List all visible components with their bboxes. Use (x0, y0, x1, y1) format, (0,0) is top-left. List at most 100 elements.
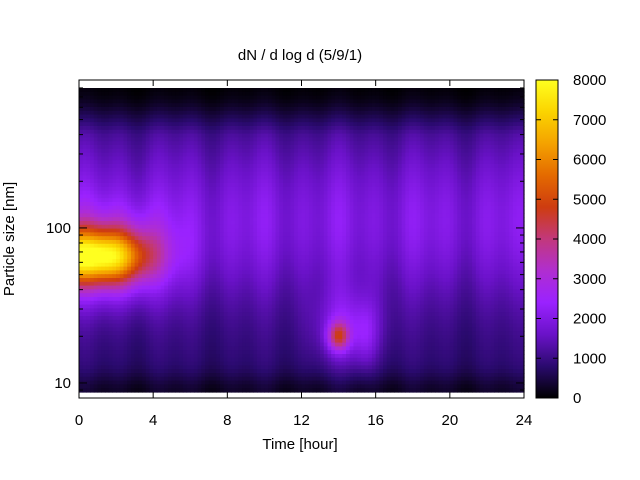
heatmap-cell (271, 171, 277, 176)
heatmap-cell (423, 217, 429, 222)
heatmap-cell (401, 103, 406, 108)
heatmap-cell (423, 107, 429, 112)
heatmap-cell (82, 145, 88, 150)
heatmap-cell (90, 228, 95, 233)
heatmap-cell (253, 243, 258, 249)
heatmap-cell (242, 129, 247, 135)
heatmap-cell (160, 213, 165, 218)
heatmap-cell (479, 205, 484, 211)
heatmap-cell (460, 171, 466, 176)
heatmap-cell (412, 133, 418, 138)
heatmap-cell (205, 152, 210, 157)
heatmap-cell (290, 152, 295, 157)
heatmap-cell (260, 186, 266, 192)
heatmap-cell (379, 107, 384, 112)
heatmap-cell (179, 126, 184, 131)
heatmap-cell (175, 126, 180, 131)
heatmap-cell (460, 217, 466, 222)
heatmap-cell (286, 179, 291, 184)
heatmap-cell (294, 118, 299, 123)
heatmap-cell (138, 175, 143, 180)
heatmap-cell (360, 133, 366, 138)
heatmap-cell (427, 232, 432, 237)
heatmap-cell (412, 137, 418, 142)
heatmap-cell (182, 224, 188, 230)
heatmap-cell (212, 205, 217, 211)
heatmap-cell (212, 221, 217, 226)
heatmap-cell (375, 114, 380, 119)
heatmap-cell (320, 114, 325, 119)
heatmap-cell (416, 186, 421, 192)
heatmap-cell (472, 175, 477, 180)
heatmap-cell (383, 232, 388, 237)
heatmap-cell (383, 194, 388, 199)
heatmap-cell (79, 156, 84, 161)
heatmap-cell (238, 175, 243, 180)
heatmap-cell (297, 232, 303, 237)
heatmap-cell (182, 213, 188, 218)
heatmap-cell (338, 118, 343, 123)
heatmap-cell (190, 186, 195, 192)
heatmap-cell (435, 240, 440, 245)
heatmap-cell (104, 133, 110, 138)
heatmap-cell (138, 137, 143, 142)
heatmap-cell (316, 126, 321, 131)
heatmap-cell (234, 122, 240, 127)
heatmap-cell (297, 122, 303, 127)
heatmap-cell (475, 156, 481, 161)
heatmap-cell (494, 171, 499, 176)
heatmap-cell (505, 186, 510, 192)
heatmap-cell (197, 164, 202, 169)
heatmap-cell (412, 209, 418, 214)
heatmap-cell (449, 217, 455, 222)
heatmap-cell (138, 202, 143, 207)
heatmap-cell (368, 137, 373, 142)
heatmap-cell (486, 228, 492, 233)
heatmap-cell (423, 156, 429, 161)
heatmap-cell (342, 183, 347, 188)
heatmap-cell (501, 167, 507, 173)
heatmap-cell (364, 122, 369, 127)
heatmap-cell (275, 133, 280, 138)
heatmap-cell (82, 91, 88, 97)
heatmap-cell (349, 186, 355, 192)
heatmap-cell (123, 194, 128, 199)
heatmap-cell (449, 126, 455, 131)
heatmap-cell (282, 152, 288, 157)
heatmap-cell (375, 118, 380, 123)
heatmap-cell (423, 209, 429, 214)
heatmap-cell (268, 122, 273, 127)
heatmap-cell (123, 217, 128, 222)
heatmap-cell (479, 129, 484, 135)
heatmap-cell (386, 183, 392, 188)
heatmap-cell (501, 110, 507, 116)
heatmap-cell (282, 221, 288, 226)
heatmap-cell (516, 91, 521, 97)
heatmap-cell (175, 228, 180, 233)
heatmap-cell (323, 205, 329, 211)
heatmap-cell (357, 217, 362, 222)
heatmap-cell (371, 167, 377, 173)
heatmap-cell (275, 171, 280, 176)
heatmap-cell (290, 129, 295, 135)
heatmap-cell (160, 91, 165, 97)
heatmap-cell (505, 171, 510, 176)
heatmap-cell (260, 95, 266, 100)
heatmap-cell (297, 107, 303, 112)
heatmap-cell (416, 114, 421, 119)
heatmap-cell (145, 209, 151, 214)
heatmap-cell (260, 183, 266, 188)
heatmap-cell (257, 224, 262, 230)
heatmap-cell (453, 209, 458, 214)
heatmap-cell (164, 167, 169, 173)
heatmap-cell (82, 224, 88, 230)
heatmap-cell (268, 114, 273, 119)
heatmap-cell (145, 205, 151, 211)
heatmap-cell (438, 236, 444, 241)
heatmap-cell (427, 236, 432, 241)
heatmap-cell (271, 175, 277, 180)
heatmap-cell (297, 118, 303, 123)
heatmap-cell (82, 232, 88, 237)
heatmap-cell (104, 110, 110, 116)
heatmap-cell (168, 129, 173, 135)
